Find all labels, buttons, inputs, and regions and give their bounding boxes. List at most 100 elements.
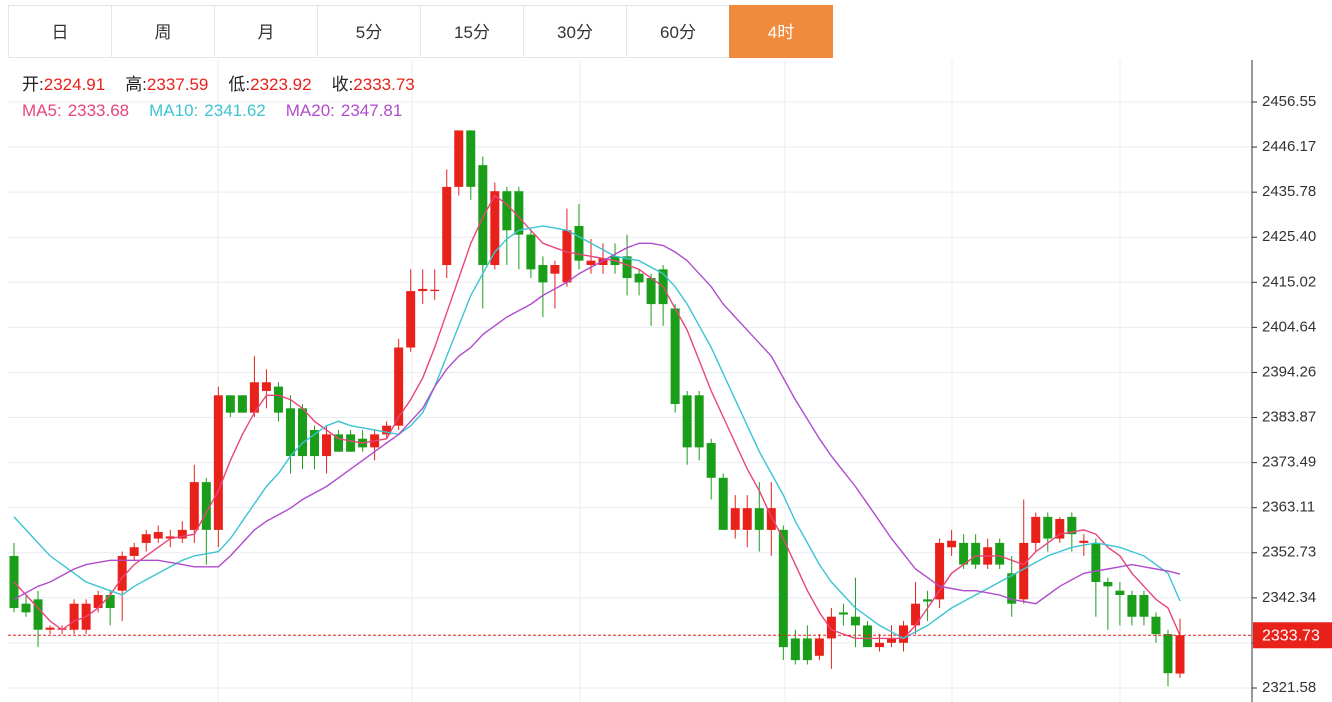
- ma-line: [13, 194, 1181, 640]
- candle-body: [574, 225, 584, 261]
- candle-body: [45, 627, 55, 630]
- candle-body: [129, 547, 139, 556]
- candle-body: [466, 130, 476, 187]
- candle-body: [598, 258, 608, 266]
- candle-body: [406, 291, 416, 348]
- y-tick-label: 2456.55: [1262, 93, 1316, 110]
- candle-body: [959, 542, 969, 565]
- tab[interactable]: 周: [111, 5, 215, 58]
- candle-body: [285, 408, 295, 457]
- candle-body: [430, 289, 440, 292]
- y-tick-label: 2373.49: [1262, 454, 1316, 471]
- candle-body: [9, 555, 19, 609]
- candle-body: [971, 542, 981, 565]
- candle-body: [694, 395, 704, 448]
- candle-body: [322, 434, 332, 457]
- ohlc-label: 开:: [22, 75, 44, 94]
- candle-body: [730, 508, 740, 530]
- candle-body: [153, 532, 163, 539]
- ohlc-value: 2333.73: [353, 75, 415, 94]
- tab[interactable]: 日: [8, 5, 112, 58]
- ohlc-value: 2324.91: [43, 75, 106, 94]
- y-tick-label: 2352.73: [1262, 544, 1316, 561]
- y-tick-label: 2404.64: [1262, 318, 1316, 335]
- candle-body: [911, 603, 921, 626]
- candle-body: [514, 191, 524, 235]
- candle-body: [742, 508, 752, 530]
- candle-body: [69, 603, 79, 630]
- y-tick-label: 2321.58: [1262, 679, 1316, 696]
- candle-body: [586, 260, 596, 266]
- candle-body: [310, 430, 320, 457]
- candle-body: [490, 191, 500, 266]
- ma-line: [13, 242, 1181, 605]
- candle-body: [634, 273, 644, 283]
- candle-body: [237, 395, 247, 413]
- candle-body: [177, 529, 187, 539]
- candle-body: [201, 482, 211, 530]
- candle-body: [249, 382, 259, 413]
- candle-body: [382, 425, 392, 435]
- candle-body: [1067, 516, 1077, 535]
- candle-body: [213, 395, 223, 530]
- tab[interactable]: 5分: [317, 5, 421, 58]
- candle-body: [1127, 595, 1137, 617]
- tab[interactable]: 30分: [523, 5, 627, 58]
- ma-label: MA5:: [22, 101, 62, 120]
- candle-body: [21, 603, 31, 613]
- candle-body: [442, 186, 452, 266]
- candle-body: [418, 288, 428, 292]
- candle-body: [887, 638, 897, 643]
- candle-body: [550, 265, 560, 274]
- candle-body: [1091, 542, 1101, 582]
- ohlc-label: 低:: [228, 75, 251, 94]
- candle-body: [33, 599, 43, 630]
- candle-body: [622, 256, 632, 279]
- candle-body: [394, 347, 404, 426]
- candle-body: [995, 542, 1005, 565]
- candle-body: [1103, 581, 1113, 587]
- candle-body: [1019, 542, 1029, 600]
- candle-body: [105, 595, 115, 609]
- candle-body: [502, 191, 512, 231]
- tab[interactable]: 月: [214, 5, 318, 58]
- candle-body: [478, 165, 488, 266]
- candle-body: [1031, 516, 1041, 543]
- last-price-box: [1253, 622, 1332, 649]
- candle-body: [947, 540, 957, 548]
- ohlc-value: 2337.59: [146, 75, 209, 94]
- timeframe-tabs: 日周月 5分 15分 30分 60分 4时: [8, 5, 833, 58]
- candle-body: [273, 386, 283, 413]
- candle-body: [141, 534, 151, 543]
- candle-body: [923, 599, 933, 602]
- candle-body: [117, 555, 127, 591]
- ma-line: [13, 225, 1181, 640]
- ohlc-value: 2323.92: [250, 75, 312, 94]
- candle-body: [1151, 616, 1161, 635]
- candle-body: [646, 278, 656, 305]
- candle-body: [670, 308, 680, 404]
- tab[interactable]: 15分: [420, 5, 524, 58]
- ma-row: MA5: 2333.68 MA10: 2341.62 MA20: 2347.81: [22, 98, 435, 124]
- candle-body: [454, 130, 464, 187]
- tab[interactable]: 60分: [626, 5, 730, 58]
- candle-body: [862, 625, 872, 648]
- y-tick-label: 2435.78: [1262, 183, 1316, 200]
- ohlc-label: 高:: [125, 75, 147, 94]
- y-tick-label: 2363.11: [1262, 499, 1315, 516]
- ohlc-row: 开:2324.91 高:2337.59 低:2323.92 收:2333.73: [22, 72, 435, 98]
- candle-body: [826, 616, 836, 639]
- candle-body: [1115, 590, 1125, 596]
- tab[interactable]: 4时: [729, 5, 833, 58]
- ma-value: 2347.81: [340, 101, 403, 120]
- y-tick-label: 2425.40: [1262, 228, 1316, 245]
- candle-body: [935, 542, 945, 600]
- candle-body: [1079, 540, 1089, 543]
- ma-label: MA20:: [285, 101, 335, 120]
- candle-body: [165, 536, 175, 539]
- candle-body: [766, 508, 776, 530]
- candle-body: [874, 642, 884, 648]
- candle-body: [778, 529, 788, 648]
- candle-body: [706, 443, 716, 478]
